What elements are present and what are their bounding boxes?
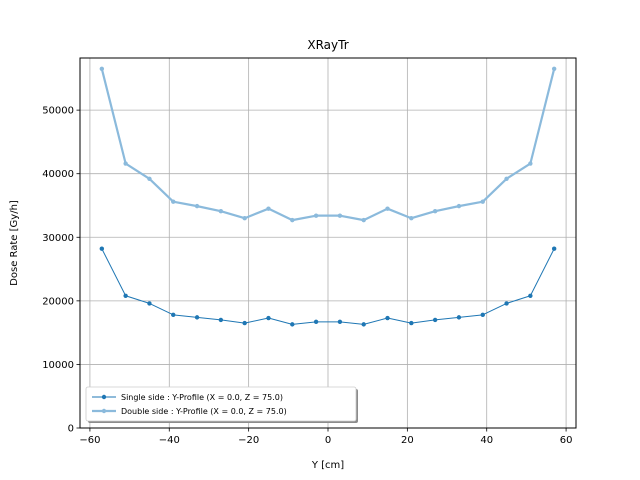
series-1-point: [551, 246, 557, 251]
series-1-point: [99, 246, 105, 251]
series-2-point: [551, 66, 557, 72]
legend: Single side : Y-Profile (X = 0.0, Z = 75…: [85, 386, 358, 423]
series-2-point: [528, 161, 533, 166]
series-2-point: [290, 217, 295, 223]
series-2-point: [242, 216, 247, 221]
x-tick-label: −60: [79, 435, 100, 446]
series-2-point: [480, 199, 485, 204]
series-1-point: [123, 293, 128, 298]
y-tick-label: 50000: [42, 106, 74, 117]
series-1-point: [313, 319, 319, 325]
series-1-point: [456, 315, 462, 320]
series-2-point: [147, 176, 152, 181]
series-1-point: [432, 317, 438, 323]
series-2-line: [100, 68, 556, 222]
series-2-point: [456, 203, 462, 209]
series-1-point: [290, 322, 295, 327]
legend-label: Double side : Y-Profile (X = 0.0, Z = 75…: [121, 407, 287, 416]
y-tick-label: 40000: [42, 169, 74, 180]
x-tick-label: 40: [480, 435, 493, 446]
x-tick-label: 0: [325, 435, 331, 446]
series-2-point: [504, 176, 509, 181]
series-2-point: [409, 216, 414, 221]
series-1-point: [147, 301, 152, 306]
series-1-line: [101, 248, 555, 325]
series-2-point: [266, 206, 271, 211]
y-axis-label: Dose Rate [Gy/h]: [9, 200, 20, 286]
series-2-point: [313, 213, 319, 218]
series-2-point: [361, 217, 366, 223]
series-1-point: [385, 315, 390, 321]
y-tick-label: 30000: [42, 233, 74, 244]
series-layer: [99, 66, 557, 327]
x-axis-label: Y [cm]: [311, 460, 344, 471]
series-1-point: [361, 322, 366, 327]
chart-title: XRayTr: [307, 38, 348, 52]
x-tick-label: −20: [238, 435, 259, 446]
series-1-point: [337, 319, 343, 325]
series-1-point: [242, 320, 247, 326]
y-tick-label: 0: [68, 424, 74, 435]
legend-swatch-marker: [101, 408, 107, 414]
series-1-point: [480, 312, 485, 318]
series-1-point: [194, 315, 200, 320]
series-2-point: [432, 209, 438, 214]
x-tick-label: −40: [159, 435, 180, 446]
series-2-point: [194, 203, 200, 209]
x-tick-label: 20: [401, 435, 414, 446]
series-1-point: [218, 317, 224, 323]
series-2-point: [123, 161, 128, 166]
series-2-point: [337, 213, 343, 218]
y-tick-label: 20000: [42, 296, 74, 307]
series-2-point: [171, 199, 176, 204]
legend-box: [85, 386, 357, 422]
x-tick-label: 60: [560, 435, 573, 446]
series-1-point: [528, 293, 533, 298]
series-1-point: [409, 320, 414, 326]
series-2-point: [385, 206, 390, 211]
ticks: −60 −40 −20 0 20 40 60 0 10000 20000 30000 40000 500…: [42, 106, 572, 446]
y-tick-label: 10000: [42, 360, 74, 371]
series-1-point: [266, 315, 271, 321]
series-2-point: [218, 209, 224, 214]
legend-swatch-marker: [101, 394, 107, 400]
series-1-point: [171, 312, 176, 318]
legend-label: Single side : Y-Profile (X = 0.0, Z = 75…: [121, 393, 283, 402]
series-1-point: [504, 301, 509, 306]
series-2-point: [99, 66, 105, 72]
